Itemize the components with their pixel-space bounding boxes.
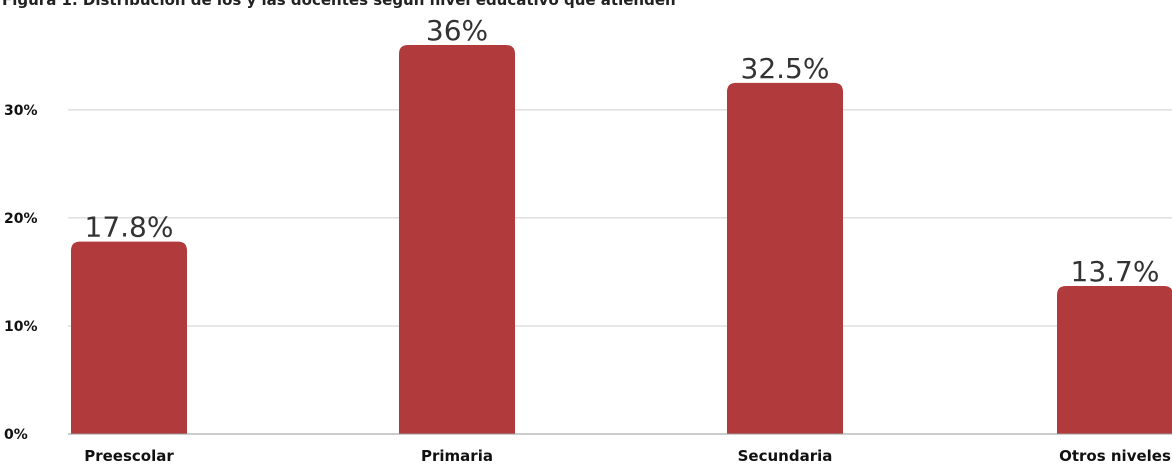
data-label: 36% (426, 14, 488, 47)
y-tick-label: 20% (4, 211, 38, 227)
bar-otros-niveles (1057, 285, 1172, 434)
x-tick-label: Primaria (421, 447, 493, 465)
x-tick-label: Otros niveles (1059, 447, 1171, 465)
bar-secundaria (727, 82, 843, 434)
chart-title: Figura 1. Distribución de los y las doce… (2, 0, 676, 9)
y-tick-label: 10% (4, 319, 38, 335)
bar-preescolar (71, 241, 187, 434)
bar-primaria (399, 45, 515, 434)
y-tick-label: 0% (4, 427, 28, 443)
data-label: 13.7% (1071, 255, 1160, 288)
y-tick-label: 30% (4, 103, 38, 119)
x-tick-label: Secundaria (738, 447, 833, 465)
data-label: 17.8% (85, 211, 174, 244)
x-tick-label: Preescolar (84, 447, 174, 465)
data-label: 32.5% (741, 52, 830, 85)
